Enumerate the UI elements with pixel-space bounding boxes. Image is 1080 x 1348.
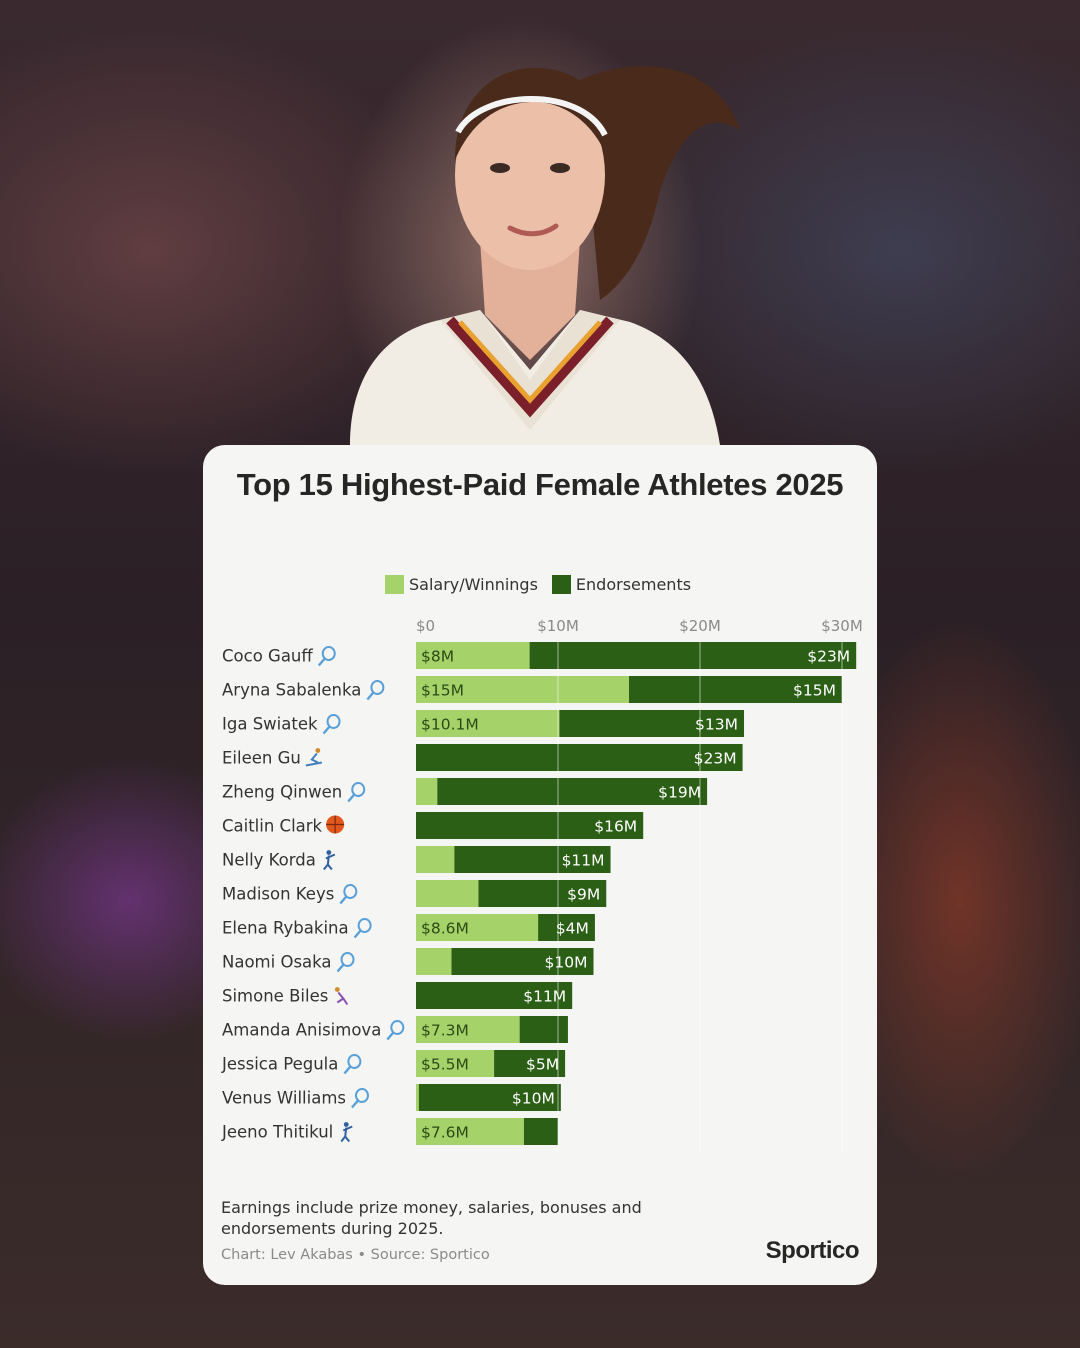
salary-label: $15M [421, 682, 464, 700]
athlete-name: Aryna Sabalenka [222, 681, 361, 700]
athlete-name: Venus Williams [222, 1089, 346, 1108]
legend-label-endorsements: Endorsements [575, 575, 692, 594]
x-tick-label: $10M [537, 617, 579, 635]
salary-bar [416, 1118, 524, 1145]
legend-item-salary: Salary/Winnings [385, 575, 538, 594]
gymnastics-icon [334, 987, 349, 1006]
tennis-icon [347, 782, 366, 803]
tennis-icon [351, 1088, 369, 1109]
athlete-name: Iga Swiatek [222, 715, 318, 734]
endorsement-bar [451, 948, 594, 975]
salary-bar [416, 710, 560, 737]
endorsement-bar [437, 778, 708, 805]
athlete-name: Coco Gauff [222, 647, 313, 666]
endorsement-bar [629, 676, 842, 703]
tennis-icon [353, 918, 372, 939]
credit-line: Chart: Lev Akabas • Source: Sportico [221, 1247, 490, 1263]
chart-card: Top 15 Highest-Paid Female Athletes 2025… [203, 445, 877, 1285]
athlete-name: Jeeno Thitikul [221, 1123, 333, 1142]
x-tick-label: $0 [416, 617, 435, 635]
athlete-name: Simone Biles [222, 987, 328, 1006]
endorsement-bar [529, 642, 857, 669]
salary-label: $7.6M [421, 1124, 469, 1142]
legend-label-salary: Salary/Winnings [409, 575, 538, 594]
golf-icon [340, 1122, 353, 1143]
x-tick-label: $20M [679, 617, 721, 635]
endorsement-bar [523, 1118, 558, 1145]
tennis-icon [386, 1020, 405, 1041]
endorsement-label: $23M [694, 750, 737, 768]
tennis-icon [322, 714, 341, 735]
salary-label: $8M [421, 648, 454, 666]
endorsement-bar [538, 914, 595, 941]
bar-chart: $0 $10M $20M $30M Coco Gauff $8M $23M Aryna Sab… [221, 617, 863, 1152]
salary-bar [416, 846, 455, 873]
salary-bar [416, 1016, 520, 1043]
endorsement-label: $15M [793, 682, 836, 700]
salary-label: $5.5M [421, 1056, 469, 1074]
skiing-icon [305, 748, 323, 767]
tennis-icon [317, 646, 336, 667]
athlete-name: Naomi Osaka [222, 953, 332, 972]
endorsement-bar [478, 880, 607, 907]
endorsement-bar [416, 744, 743, 771]
tennis-icon [339, 884, 358, 905]
salary-bar [416, 1050, 495, 1077]
x-tick-label: $30M [821, 617, 863, 635]
endorsement-label: $13M [695, 716, 738, 734]
endorsement-bar [416, 812, 644, 839]
salary-bar [416, 948, 452, 975]
salary-bar [416, 1084, 419, 1111]
endorsement-label: $23M [807, 648, 850, 666]
endorsement-label: $19M [658, 784, 701, 802]
salary-bar [416, 778, 438, 805]
endorsement-bar [454, 846, 611, 873]
athlete-photo [350, 66, 740, 445]
sportico-logo: Sportico [765, 1237, 860, 1264]
endorsement-label: $5M [526, 1056, 559, 1074]
legend: Salary/Winnings Endorsements [385, 575, 705, 594]
legend-item-endorsements: Endorsements [551, 575, 692, 594]
basketball-icon [326, 815, 345, 834]
athlete-name: Eileen Gu [222, 749, 301, 768]
footnote: Earnings include prize money, salaries, … [221, 1198, 642, 1238]
endorsement-label: $10M [512, 1090, 555, 1108]
legend-swatch-endorsements [551, 575, 571, 594]
tennis-icon [336, 952, 355, 973]
salary-bar [416, 880, 479, 907]
endorsement-bar [494, 1050, 566, 1077]
athlete-name: Zheng Qinwen [222, 783, 342, 802]
salary-bar [416, 914, 539, 941]
golf-icon [323, 850, 336, 871]
athlete-name: Amanda Anisimova [222, 1021, 381, 1040]
salary-bar [416, 642, 530, 669]
athlete-name: Madison Keys [222, 885, 334, 904]
endorsement-bar [418, 1084, 561, 1111]
endorsement-label: $11M [562, 852, 605, 870]
salary-label: $7.3M [421, 1022, 469, 1040]
tennis-icon [343, 1054, 362, 1075]
endorsement-label: $9M [567, 886, 600, 904]
endorsement-label: $16M [594, 818, 637, 836]
athlete-name: Caitlin Clark [222, 817, 323, 836]
endorsement-label: $11M [523, 988, 566, 1006]
endorsement-label: $10M [545, 954, 588, 972]
endorsement-bar [559, 710, 745, 737]
endorsement-label: $4M [556, 920, 589, 938]
athlete-name: Elena Rybakina [222, 919, 349, 938]
athlete-name: Jessica Pegula [221, 1055, 338, 1074]
endorsement-bar [416, 982, 573, 1009]
salary-bar [416, 676, 629, 703]
athlete-name: Nelly Korda [222, 851, 316, 870]
chart-title: Top 15 Highest-Paid Female Athletes 2025 [236, 467, 844, 502]
tennis-icon [366, 680, 385, 701]
endorsement-bar [519, 1016, 568, 1043]
salary-label: $8.6M [421, 920, 469, 938]
legend-swatch-salary [385, 575, 404, 594]
salary-label: $10.1M [421, 716, 479, 734]
